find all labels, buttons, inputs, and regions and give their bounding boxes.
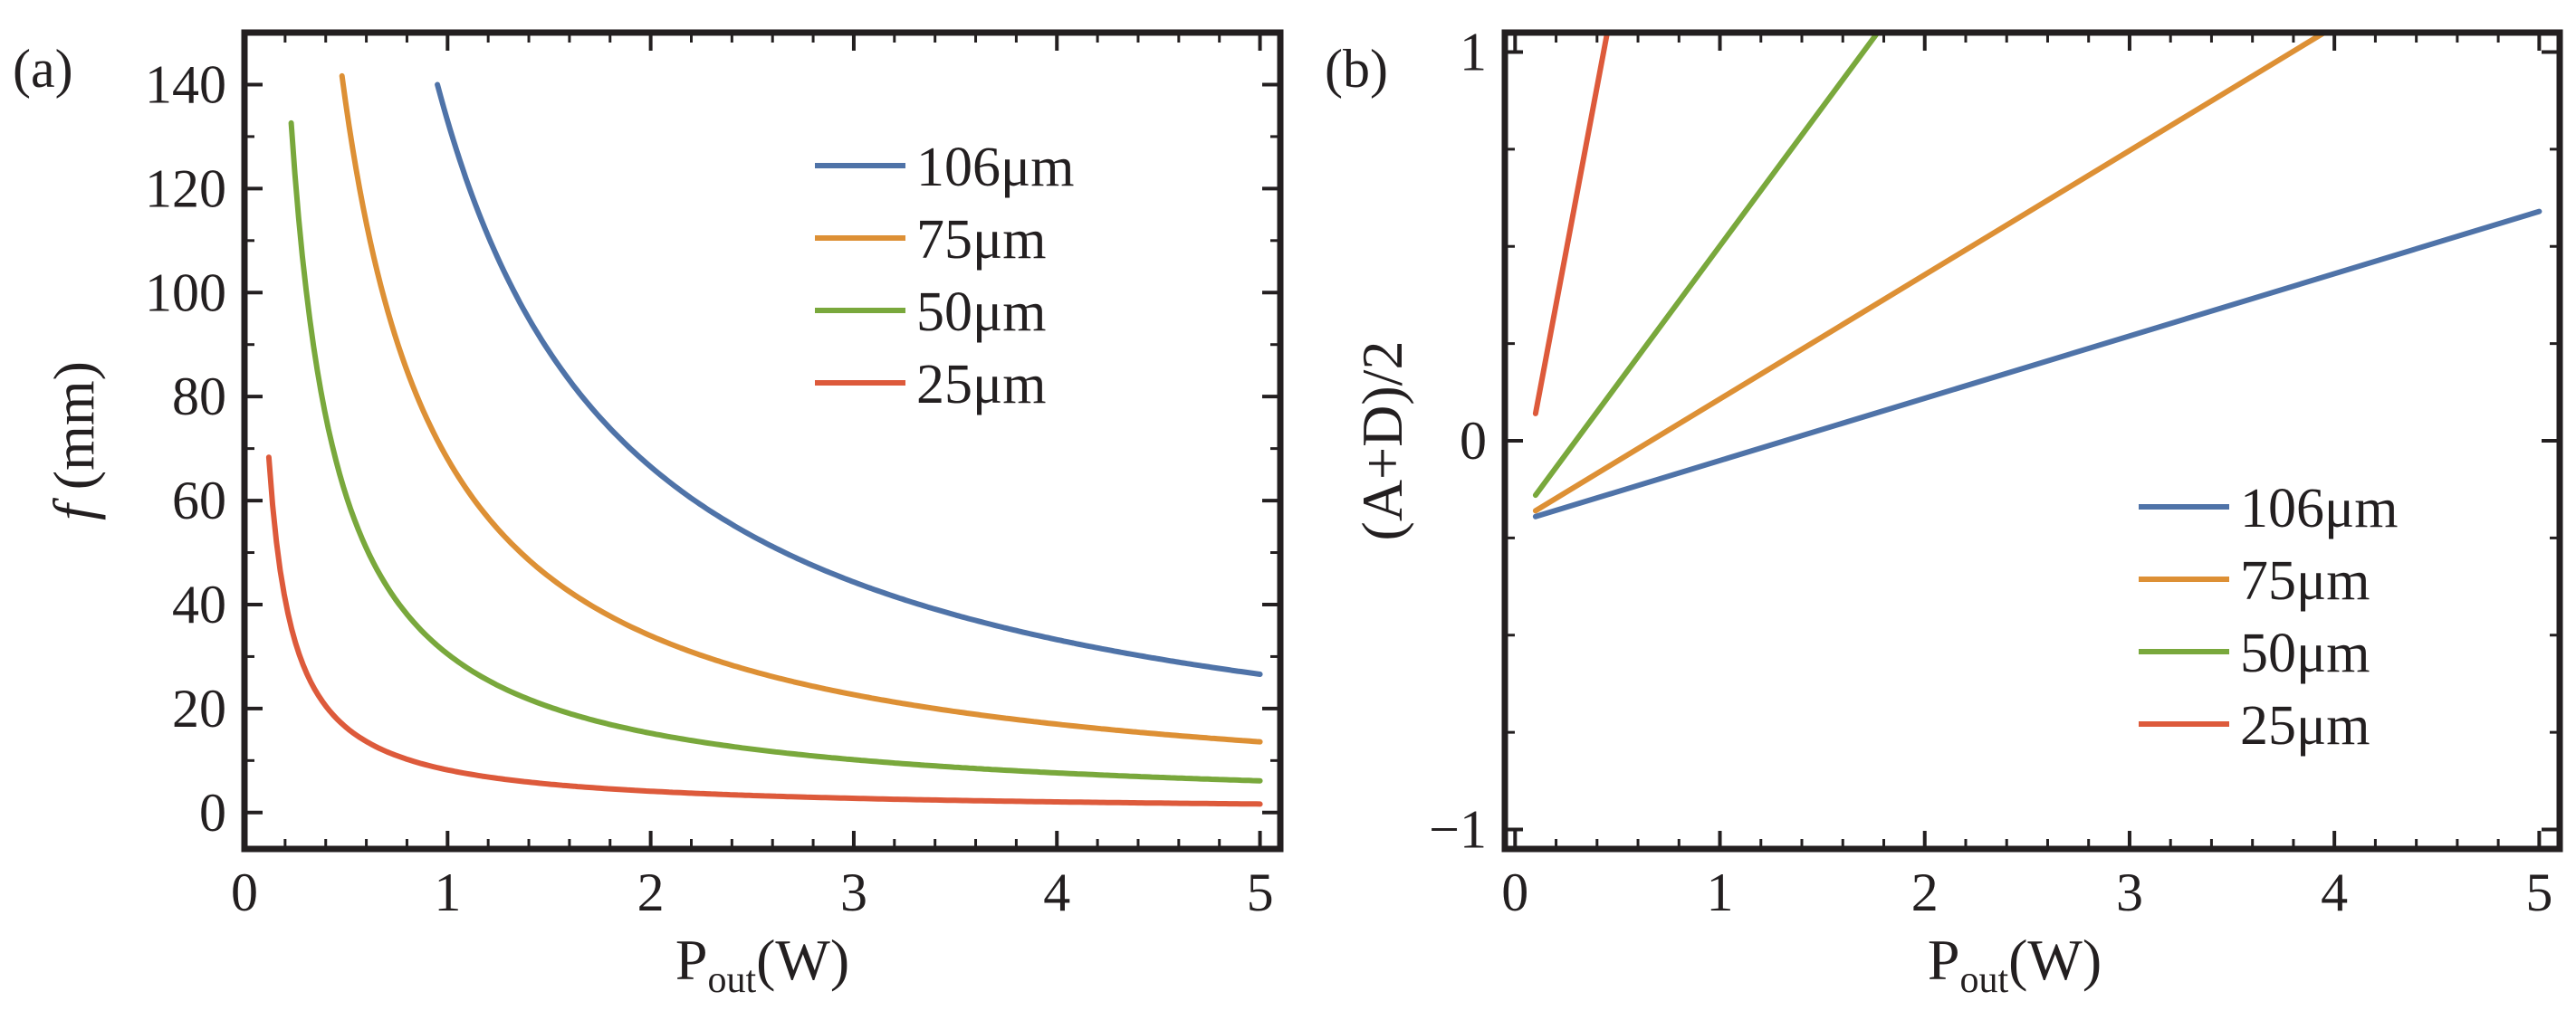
- x-axis-title-main-a: P: [675, 928, 708, 992]
- plot-frame-a: [241, 29, 1284, 853]
- legend-label-b-0: 106μm: [2240, 478, 2398, 539]
- legend-label-a-0: 106μm: [916, 137, 1074, 198]
- legend-label-b-1: 75μm: [2240, 550, 2370, 612]
- panel-label-b: (b): [1325, 39, 1388, 99]
- legend-label-a-3: 25μm: [916, 354, 1046, 415]
- panel-b-marks: [1532, 33, 2542, 520]
- x-axis-title-unit-a: (W): [756, 928, 849, 992]
- series-line-b-0: [1532, 208, 2542, 520]
- series-line-a-3: [265, 454, 1263, 807]
- y-tick-label-a-0: 0: [199, 783, 226, 843]
- x-tick-label-b-0: 0: [1501, 863, 1528, 922]
- chart-panel-a: (a) 0 1 2 3 4 5 0 20 40 60 80 100 120 140 106μm 75μm 50…: [13, 29, 1284, 1001]
- y-tick-label-a-5: 100: [145, 262, 226, 322]
- y-axis-title-unit-a: (mm): [42, 361, 106, 504]
- y-tick-label-a-6: 120: [145, 158, 226, 218]
- x-axis-title-sub-b: out: [1959, 959, 2008, 1001]
- legend-b: 106μm 75μm 50μm 25μm: [2139, 478, 2398, 757]
- panel-a-marks: [265, 72, 1263, 807]
- series-line-a-2: [288, 119, 1263, 784]
- x-tick-label-a-3: 3: [840, 863, 867, 922]
- x-tick-label-a-4: 4: [1043, 863, 1070, 922]
- x-tick-label-b-1: 1: [1707, 863, 1734, 922]
- y-axis-title-b: (A+D)/2: [1350, 341, 1414, 541]
- legend-label-a-2: 50μm: [916, 281, 1046, 343]
- x-tick-label-a-5: 5: [1247, 863, 1274, 922]
- x-axis-title-a: Pout(W): [675, 928, 849, 1001]
- x-axis-title-b: Pout(W): [1928, 928, 2102, 1001]
- x-tick-label-a-0: 0: [231, 863, 258, 922]
- series-line-a-0: [435, 81, 1263, 677]
- y-tick-label-a-2: 40: [172, 575, 226, 634]
- x-tick-label-b-4: 4: [2321, 863, 2348, 922]
- x-tick-label-a-2: 2: [637, 863, 665, 922]
- panel-label-a: (a): [13, 39, 73, 99]
- x-tick-label-b-3: 3: [2116, 863, 2143, 922]
- x-axis-title-sub-a: out: [707, 959, 756, 1001]
- plot-frame-b: [1501, 29, 2563, 853]
- y-tick-label-a-7: 140: [145, 54, 226, 114]
- y-tick-label-a-1: 20: [172, 679, 226, 739]
- series-line-b-1: [1532, 33, 2327, 514]
- y-tick-label-a-3: 60: [172, 471, 226, 530]
- panel-a-ticks: 0 1 2 3 4 5 0 20 40 60 80 100 120 140: [145, 33, 1280, 922]
- legend-label-a-1: 75μm: [916, 209, 1046, 271]
- y-axis-title-a: f (mm): [42, 361, 106, 520]
- y-tick-label-b-2: 1: [1460, 22, 1487, 81]
- legend-label-b-3: 25μm: [2240, 695, 2370, 757]
- x-axis-title-main-b: P: [1928, 928, 1960, 992]
- legend-a: 106μm 75μm 50μm 25μm: [815, 137, 1074, 415]
- series-line-b-3: [1532, 33, 1611, 416]
- x-axis-title-unit-b: (W): [2008, 928, 2102, 992]
- panel-b-ticks: 0 1 2 3 4 5−101: [1429, 22, 2560, 922]
- x-tick-label-b-5: 5: [2525, 863, 2552, 922]
- y-tick-label-b-1: 0: [1460, 411, 1487, 471]
- y-tick-label-a-4: 80: [172, 367, 226, 426]
- x-tick-label-a-1: 1: [434, 863, 461, 922]
- y-tick-label-b-0: −1: [1429, 800, 1487, 860]
- series-line-b-2: [1532, 33, 1881, 499]
- legend-label-b-2: 50μm: [2240, 623, 2370, 684]
- series-line-a-1: [339, 72, 1263, 745]
- x-tick-label-b-2: 2: [1911, 863, 1939, 922]
